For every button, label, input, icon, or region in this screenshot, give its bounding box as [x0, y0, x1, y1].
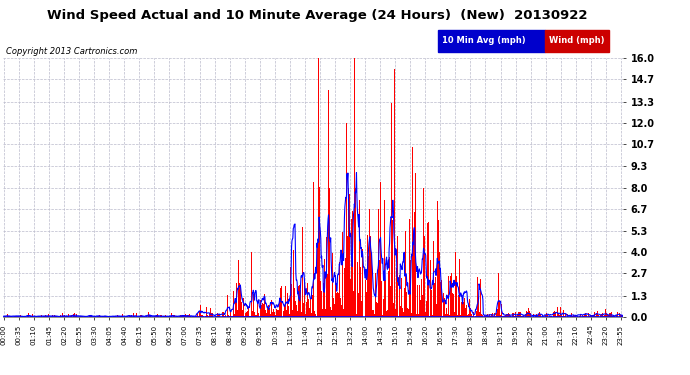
Text: Wind Speed Actual and 10 Minute Average (24 Hours)  (New)  20130922: Wind Speed Actual and 10 Minute Average … — [47, 9, 588, 22]
Text: Copyright 2013 Cartronics.com: Copyright 2013 Cartronics.com — [6, 47, 137, 56]
Text: 10 Min Avg (mph): 10 Min Avg (mph) — [442, 36, 525, 45]
Text: Wind (mph): Wind (mph) — [549, 36, 604, 45]
